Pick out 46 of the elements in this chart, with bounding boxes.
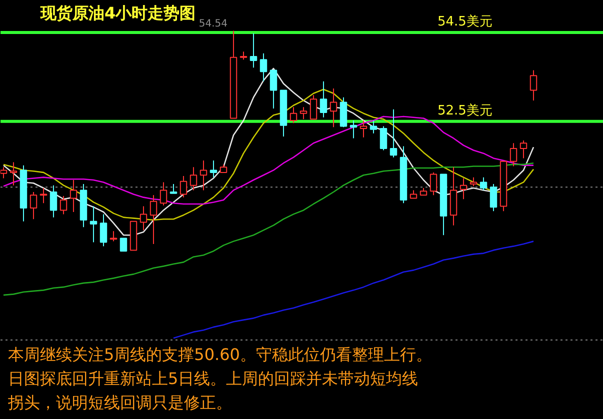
- chart-title: 现货原油4小时走势图: [40, 4, 196, 22]
- candlestick: [270, 70, 278, 109]
- candlestick: [10, 162, 18, 186]
- annotation: 54.54: [198, 18, 228, 30]
- candlestick: [50, 184, 58, 218]
- candlestick: [480, 176, 488, 191]
- candlestick: [330, 88, 338, 128]
- candlestick: [100, 214, 108, 247]
- candlestick: [210, 160, 218, 178]
- candlestick: [180, 176, 188, 198]
- candlestick: [290, 106, 298, 124]
- candlestick: [530, 70, 538, 101]
- candlestick: [340, 96, 348, 128]
- candlestick: [200, 160, 208, 191]
- candlestick: [70, 179, 78, 212]
- candlestick: [120, 238, 128, 252]
- text: 本周继续关注5周线的支撑50.60。守稳此位仍看整理上行。: [8, 345, 432, 364]
- candlestick: [370, 120, 378, 134]
- candlestick: [310, 94, 318, 120]
- candlestick: [300, 106, 308, 120]
- ref-line-label: 52.5美元: [438, 102, 492, 118]
- candlestick: [150, 194, 158, 244]
- candlestick: [250, 32, 258, 68]
- candlestick: [360, 120, 368, 138]
- candlestick: [510, 142, 518, 167]
- text: 拐头，说明短线回调只是修正。: [8, 393, 232, 412]
- candlestick: [90, 206, 98, 243]
- candlestick: [260, 52, 268, 82]
- ref-line-label: 54.5美元: [438, 13, 492, 30]
- candlestick: [60, 195, 68, 215]
- candlestick: [30, 191, 38, 220]
- candlestick: [490, 183, 498, 212]
- candlestick: [40, 187, 48, 204]
- candlestick: [190, 166, 198, 191]
- candlestick: [140, 206, 148, 231]
- candlestick: [460, 178, 468, 200]
- candlestick: [390, 108, 398, 158]
- candlestick: [320, 80, 328, 118]
- text: 日图探底回升重新站上5日线。上周的回踩并未带动短均线: [8, 369, 418, 388]
- candlestick: [350, 120, 358, 139]
- candlestick: [430, 172, 438, 196]
- candlestick: [380, 126, 388, 151]
- candlestick: [520, 140, 528, 159]
- candlestick: [160, 182, 168, 206]
- candlestick: [110, 230, 118, 242]
- candlestick: [170, 183, 178, 194]
